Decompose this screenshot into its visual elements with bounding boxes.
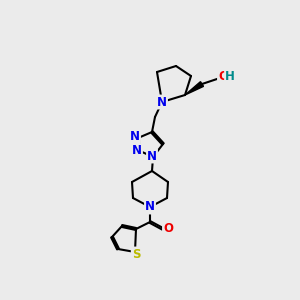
Text: N: N: [130, 130, 140, 143]
Text: N: N: [132, 145, 142, 158]
Text: N: N: [147, 149, 157, 163]
Text: N: N: [145, 200, 155, 214]
Text: O: O: [163, 223, 173, 236]
Text: O: O: [218, 70, 228, 83]
Text: N: N: [157, 95, 167, 109]
Text: S: S: [132, 248, 140, 260]
Polygon shape: [185, 82, 203, 95]
Text: H: H: [225, 70, 235, 83]
